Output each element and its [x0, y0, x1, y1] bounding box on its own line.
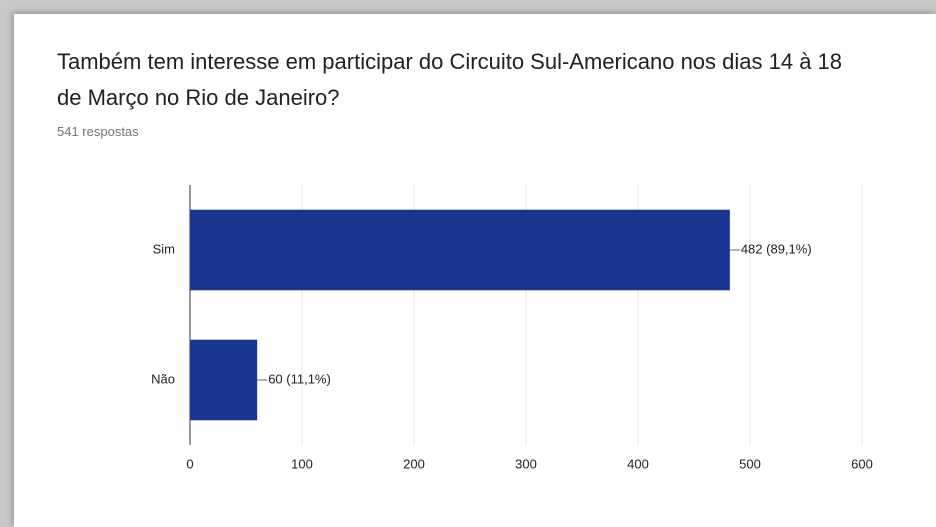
- chart-subtitle: 541 respostas: [57, 124, 139, 139]
- data-label: 482 (89,1%): [741, 241, 812, 256]
- x-tick-label: 200: [403, 456, 425, 471]
- x-tick-label: 600: [851, 456, 873, 471]
- y-tick-label: Sim: [153, 241, 175, 256]
- x-tick-label: 400: [627, 456, 649, 471]
- y-tick-label: Não: [151, 371, 175, 386]
- x-tick-label: 0: [186, 456, 193, 471]
- bar: [190, 339, 258, 421]
- bar: [190, 209, 730, 291]
- chart-title: Também tem interesse em participar do Ci…: [57, 49, 843, 110]
- data-label: 60 (11,1%): [268, 371, 331, 386]
- x-tick-label: 100: [291, 456, 313, 471]
- x-tick-label: 500: [739, 456, 761, 471]
- x-tick-label: 300: [515, 456, 537, 471]
